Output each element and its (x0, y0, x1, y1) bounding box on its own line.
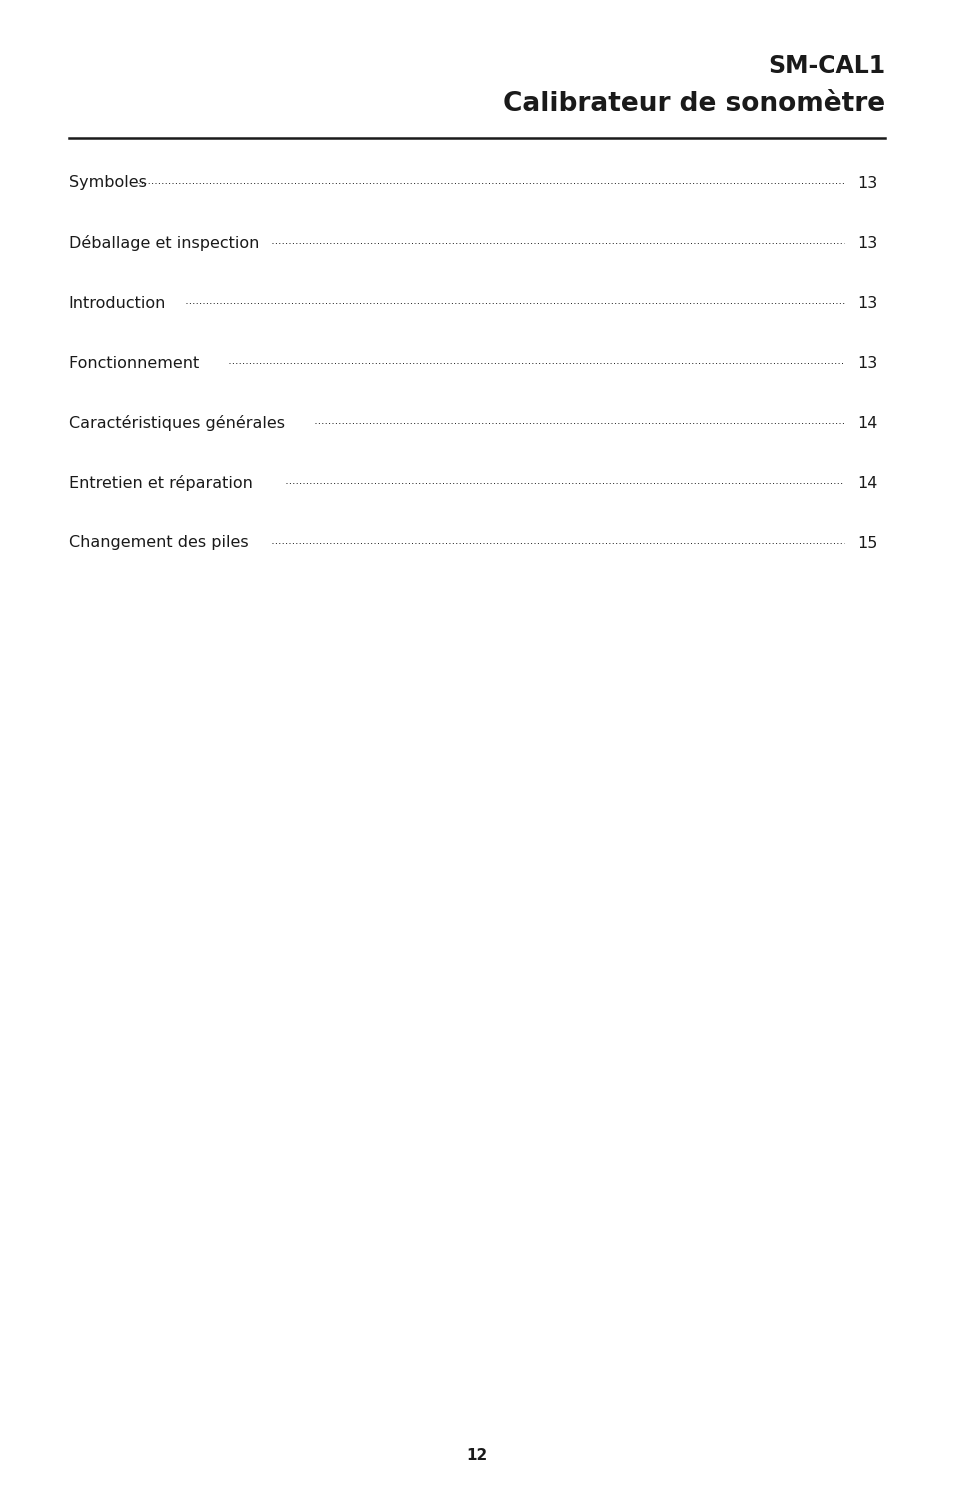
Text: Symboles: Symboles (69, 176, 147, 190)
Text: 13: 13 (857, 176, 877, 190)
Text: Calibrateur de sonomètre: Calibrateur de sonomètre (502, 92, 884, 117)
Text: Fonctionnement: Fonctionnement (69, 356, 204, 370)
Text: 12: 12 (466, 1448, 487, 1462)
Text: 15: 15 (857, 536, 877, 550)
Text: SM-CAL1: SM-CAL1 (767, 54, 884, 78)
Text: 14: 14 (857, 476, 877, 490)
Text: 13: 13 (857, 356, 877, 370)
Text: Introduction: Introduction (69, 296, 166, 310)
Text: Entretien et réparation: Entretien et réparation (69, 476, 257, 490)
Text: Déballage et inspection: Déballage et inspection (69, 236, 259, 250)
Text: 13: 13 (857, 296, 877, 310)
Text: 13: 13 (857, 236, 877, 250)
Text: 14: 14 (857, 416, 877, 430)
Text: Caractéristiques générales: Caractéristiques générales (69, 416, 284, 430)
Text: Changement des piles: Changement des piles (69, 536, 253, 550)
